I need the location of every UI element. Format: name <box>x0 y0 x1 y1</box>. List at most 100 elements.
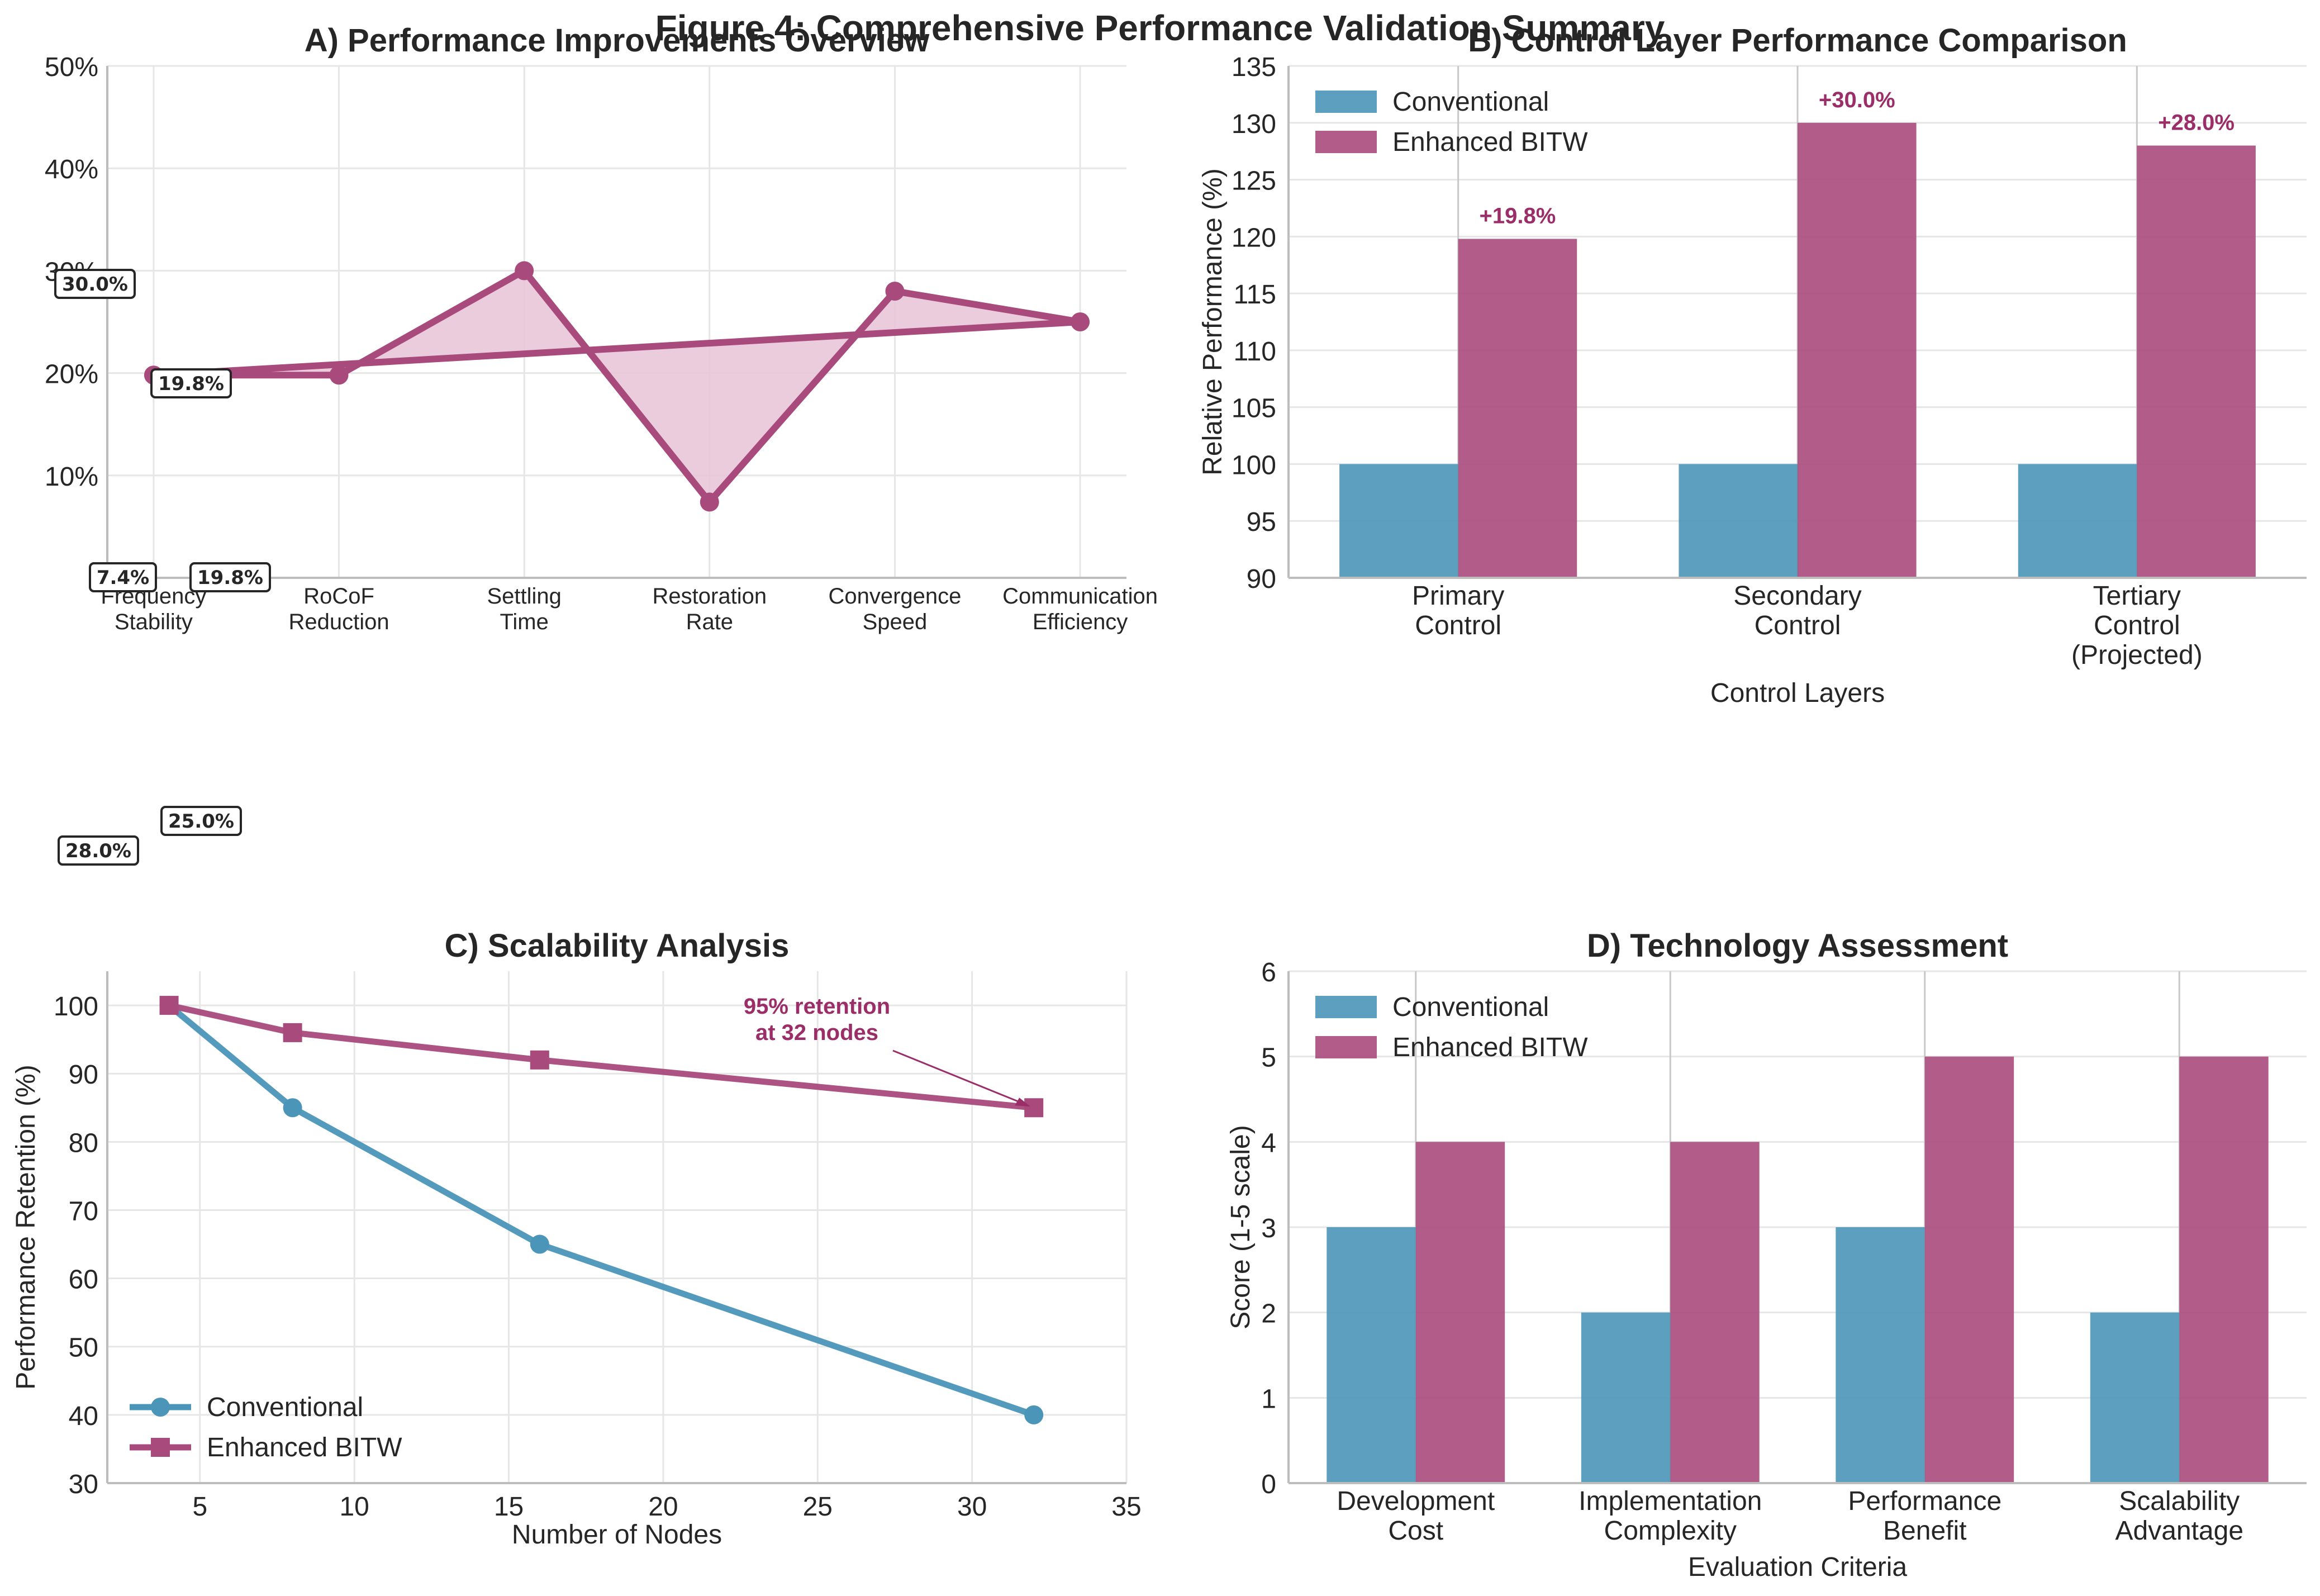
y-axis-label: Relative Performance (%) <box>1198 168 1228 476</box>
value-badge-box <box>150 368 232 398</box>
bar-conventional-implementation-complexity <box>1581 1312 1671 1483</box>
x-tick-label-implementation-complexity: Implementation Complexity <box>1579 1486 1762 1546</box>
x-tick-label-scalability-advantage: Scalability Advantage <box>2115 1486 2243 1546</box>
y-tick-label: 110 <box>1233 337 1276 367</box>
x-tick-label-development-cost: Development Cost <box>1337 1486 1495 1546</box>
x-axis-label: Evaluation Criteria <box>1688 1552 1907 1582</box>
x-tick-label-rocof-reduction: RoCoF Reduction <box>288 584 389 634</box>
bar-conventional-performance-benefit <box>1836 1227 1925 1483</box>
y-tick-label: 2 <box>1261 1299 1276 1329</box>
y-tick-label: 105 <box>1232 394 1276 424</box>
panel-b-control-layer-comparison: 90 95 100 105 110 115 120 125 130 135 +19.8% +30.0%… <box>1198 22 2307 708</box>
y-tick-label: 60 <box>69 1265 98 1295</box>
x-tick-label: 25 <box>803 1492 833 1522</box>
panel-title-d: D) Technology Assessment <box>1587 928 2008 964</box>
y-tick-label: 90 <box>1247 564 1276 594</box>
legend-label-enhanced-bitw: Enhanced BITW <box>207 1433 402 1462</box>
x-tick-label: 35 <box>1111 1492 1141 1522</box>
bar-enhanced-bitw-scalability-advantage <box>2179 1056 2269 1483</box>
data-point-conventional <box>1024 1405 1044 1424</box>
data-point-settling-time <box>515 261 534 281</box>
legend-swatch-conventional <box>1315 996 1377 1018</box>
y-axis-label: Score (1-5 scale) <box>1226 1125 1256 1329</box>
annotation-arrow <box>892 1049 1023 1104</box>
y-tick-label: 120 <box>1232 223 1276 253</box>
bar-enhanced-bitw-performance-benefit <box>1924 1056 2014 1483</box>
figure-title: Figure 4: Comprehensive Performance Vali… <box>655 8 1665 48</box>
y-tick-label: 95 <box>1247 507 1276 537</box>
y-tick-label: 20% <box>45 360 98 390</box>
legend-label-conventional: Conventional <box>207 1393 363 1422</box>
y-tick-label: 40% <box>45 155 98 184</box>
bar-conventional-primary-control <box>1339 464 1458 578</box>
value-badge-label: 19.8% <box>158 373 224 395</box>
bar-enhanced-bitw-secondary-control <box>1798 122 1917 578</box>
y-tick-label: 1 <box>1261 1384 1276 1414</box>
y-tick-label: 90 <box>69 1060 98 1090</box>
data-point-convergence-speed <box>885 282 905 301</box>
x-tick-label-convergence-speed: Convergence Speed <box>828 584 961 634</box>
panel-d-technology-assessment: 0 1 2 3 4 5 6 Development Cost Implementation Comp… <box>1226 928 2307 1582</box>
y-tick-label: 4 <box>1261 1128 1276 1158</box>
y-tick-label: 70 <box>69 1196 98 1226</box>
bar-enhanced-bitw-development-cost <box>1415 1142 1505 1483</box>
legend-label-enhanced-bitw: Enhanced BITW <box>1392 1033 1588 1062</box>
value-badge-label: 25.0% <box>168 810 234 833</box>
data-point-enhanced-bitw <box>1024 1098 1044 1118</box>
bar-conventional-development-cost <box>1327 1227 1416 1483</box>
x-tick-label: 15 <box>494 1492 524 1522</box>
y-tick-label: 115 <box>1233 280 1276 310</box>
y-tick-label: 135 <box>1232 53 1276 82</box>
x-tick-label: 5 <box>192 1492 207 1522</box>
improvement-area <box>150 267 1084 506</box>
panel-title-b: B) Control Layer Performance Comparison <box>1468 22 2127 59</box>
bar-conventional-scalability-advantage <box>2090 1312 2180 1483</box>
x-tick-label: 30 <box>957 1492 987 1522</box>
y-tick-label: 130 <box>1232 110 1276 139</box>
bar-conventional-secondary-control <box>1679 464 1798 578</box>
y-tick-label: 80 <box>69 1128 98 1158</box>
x-tick-label-settling-time: Settling Time <box>487 584 561 634</box>
x-tick-label-primary-control: Primary Control <box>1412 581 1504 640</box>
panel-a-performance-improvements: 10%20%30%40%50%FrequencyStabilityRoCoFRe… <box>45 22 1158 866</box>
series-line-enhanced-bitw <box>168 1002 1034 1111</box>
value-badge-box <box>160 806 242 836</box>
bar-conventional-tertiary-control-projected <box>2018 464 2137 578</box>
y-tick-label: 3 <box>1261 1214 1276 1243</box>
legend-label-enhanced-bitw: Enhanced BITW <box>1392 127 1588 157</box>
value-badge-label: 7.4% <box>97 567 149 589</box>
data-point-restoration-rate <box>700 492 719 512</box>
legend-swatch-conventional <box>1315 91 1377 113</box>
value-badge-label: 19.8% <box>197 567 263 589</box>
data-point-enhanced-bitw <box>283 1023 302 1042</box>
data-point-rocof-reduction <box>329 365 349 385</box>
legend-marker-enhanced-bitw <box>151 1438 170 1457</box>
bar-enhanced-bitw-primary-control <box>1458 239 1577 578</box>
panel-title-c: C) Scalability Analysis <box>445 928 790 964</box>
value-badge-label: 28.0% <box>65 840 131 862</box>
y-tick-label: 100 <box>1232 450 1276 480</box>
x-tick-label: 10 <box>339 1492 369 1522</box>
value-badge-box <box>189 562 271 592</box>
x-tick-label-communication-efficiency: Communication Efficiency <box>1002 584 1158 634</box>
x-tick-label: 20 <box>648 1492 678 1522</box>
y-tick-label: 6 <box>1261 958 1276 987</box>
series-line-conventional <box>167 1003 1035 1418</box>
y-tick-label: 10% <box>45 462 98 492</box>
panel-c-scalability-analysis: 30 40 50 60 70 80 90 100 5 10 15 20 25 30 35 95% retent… <box>11 928 1142 1550</box>
panel-a-title: A) Performance Improvements Overview <box>305 22 930 59</box>
bar-data-label: +28.0% <box>2158 110 2235 135</box>
bar-data-label: +30.0% <box>1819 88 1895 112</box>
y-tick-label: 40 <box>69 1402 98 1431</box>
y-tick-label: 0 <box>1261 1470 1276 1499</box>
y-axis-label: Performance Retention (%) <box>11 1065 41 1390</box>
value-badge-label: 30.0% <box>62 273 128 296</box>
annotation-arrowhead <box>1015 1098 1031 1107</box>
scalability-annotation: 95% retention at 32 nodes <box>744 994 890 1045</box>
legend-label-conventional: Conventional <box>1392 992 1549 1022</box>
x-axis-label: Number of Nodes <box>512 1520 722 1550</box>
x-tick-label-tertiary-control-projected: Tertiary Control (Projected) <box>2071 581 2203 670</box>
x-tick-label-restoration-rate: Restoration Rate <box>653 584 767 634</box>
legend-label-conventional: Conventional <box>1392 87 1549 117</box>
